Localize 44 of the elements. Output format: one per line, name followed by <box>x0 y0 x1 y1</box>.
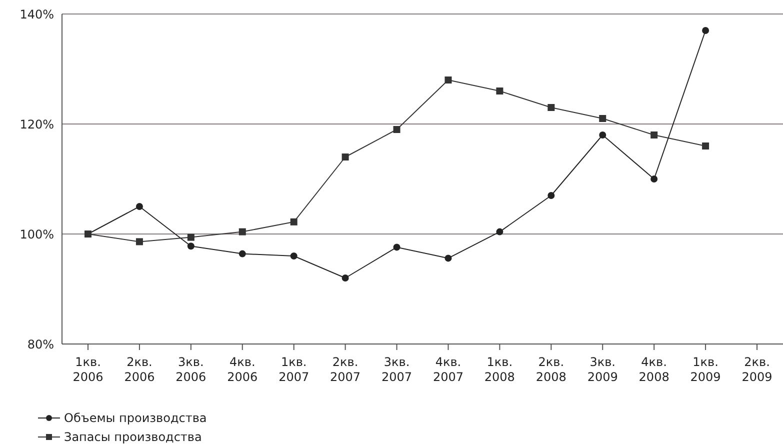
point <box>136 238 143 246</box>
point <box>548 104 555 111</box>
point <box>650 132 658 138</box>
point <box>702 27 710 34</box>
point <box>238 228 246 236</box>
point <box>187 242 194 250</box>
x-tick-label: 3кв. 2007 <box>381 355 412 384</box>
x-tick-label: 2кв. 2009 <box>742 355 772 384</box>
x-tick-label: 1кв. 2006 <box>72 355 104 384</box>
point <box>342 274 349 282</box>
y-tick-label: 120% <box>20 117 54 132</box>
x-tick-label: 1кв. 2008 <box>484 355 515 384</box>
x-tick-label: 1кв. 2007 <box>278 355 310 384</box>
point <box>548 192 555 199</box>
point <box>187 234 194 241</box>
x-tick-label: 1кв. 2009 <box>690 355 721 384</box>
legend-label: Запасы производства <box>64 430 202 444</box>
point <box>393 126 400 133</box>
x-tick-label: 2кв. 2007 <box>330 355 361 384</box>
x-tick-label: 4кв. 2007 <box>432 355 464 384</box>
point <box>650 176 658 182</box>
point <box>496 88 504 94</box>
point <box>290 218 298 226</box>
point <box>702 142 710 150</box>
x-tick-label: 2кв. 2008 <box>536 355 566 384</box>
y-tick-label: 140% <box>20 7 54 22</box>
point <box>290 252 298 260</box>
point <box>496 228 504 236</box>
x-tick-label: 2кв. 2006 <box>124 355 155 384</box>
y-tick-label: 100% <box>20 227 54 242</box>
legend-label: Объемы производства <box>64 410 207 424</box>
point <box>393 244 400 251</box>
x-tick-label: 3кв. 2009 <box>587 355 618 384</box>
point <box>136 203 143 210</box>
point <box>444 254 452 262</box>
point <box>444 76 452 84</box>
y-tick-label: 80% <box>27 337 54 352</box>
x-tick-label: 4кв. 2006 <box>227 355 258 384</box>
x-tick-label: 4кв. 2008 <box>638 355 670 384</box>
point <box>342 154 349 160</box>
point <box>599 132 606 138</box>
point <box>238 250 246 258</box>
x-tick-label: 3кв. 2006 <box>176 355 206 384</box>
point <box>599 115 606 122</box>
